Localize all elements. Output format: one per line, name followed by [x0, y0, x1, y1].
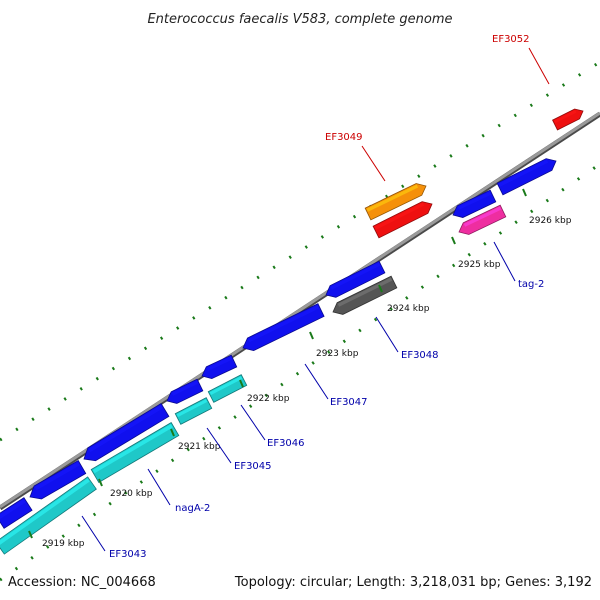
- gene-blue-arrow-a-body: [496, 158, 557, 196]
- scale-tick-mark: [451, 236, 456, 245]
- scale-tick-label: 2924 kbp: [387, 304, 430, 314]
- scale-tick-label: 2919 kbp: [42, 539, 85, 549]
- scale-tick-label: 2923 kbp: [316, 349, 359, 359]
- scale-tick-label: 2920 kbp: [110, 489, 153, 499]
- gene-ef3048-bar-highlight: [337, 277, 393, 307]
- gene-ef3045-arrow-body: [83, 403, 170, 462]
- gene-label-leader: [81, 515, 106, 552]
- scale-tick-mark: [98, 478, 103, 487]
- gene-cyan-bar-a-highlight: [209, 376, 243, 395]
- gene-cyan-bar-b-highlight: [176, 399, 208, 417]
- scale-tick-mark: [170, 428, 175, 437]
- gene-label-leader: [375, 316, 399, 353]
- gene-blue-arrow-c: [325, 260, 386, 298]
- gene-label-leader: [361, 145, 386, 182]
- gene-ef3052-arrow: [552, 108, 584, 131]
- gene-cyan-bar-c: [0, 476, 97, 555]
- gene-blue-arrow-b-highlight: [457, 191, 492, 210]
- gene-red-arrow-body: [372, 201, 433, 239]
- scale-tick-mark: [522, 188, 527, 197]
- scale-tick-label: 2926 kbp: [529, 216, 572, 226]
- scale-tick-mark: [378, 284, 383, 293]
- gene-blue-arrow-b: [452, 189, 497, 218]
- gene-ef3049-arrow: [364, 183, 427, 221]
- scale-tick-label: 2925 kbp: [458, 260, 501, 270]
- gene-ef3049-arrow-body: [364, 183, 427, 221]
- accession-text: Accession: NC_004668: [8, 575, 156, 590]
- gene-red-arrow: [372, 201, 433, 239]
- gene-cyan-bar-c-body: [0, 476, 97, 555]
- gene-blue-arrow-f-body: [29, 459, 87, 500]
- gene-ef3049-arrow-highlight: [366, 184, 419, 212]
- scale-tick-label: 2921 kbp: [178, 442, 221, 452]
- gene-ef3045-arrow: [83, 403, 170, 462]
- gene-blue-arrow-e-highlight: [171, 380, 199, 396]
- gene-blue-arrow-d: [201, 354, 238, 379]
- gene-label-ef3046: EF3046: [267, 438, 305, 449]
- scale-ticks: 2919 kbp 2920 kbp 2921 kbp 2922 kbp 2923 kbp…: [28, 188, 572, 549]
- gene-ef3052-arrow-body: [552, 108, 584, 131]
- gene-blue-arrow-g-highlight: [0, 499, 26, 520]
- gene-red-arrow-highlight: [374, 202, 425, 230]
- gene-blue-arrow-f: [29, 459, 87, 500]
- gene-cyan-bar-a-body: [207, 374, 248, 403]
- gene-label-leader: [240, 404, 266, 441]
- gene-cyan-bar-b-body: [174, 397, 213, 425]
- gene-blue-arrow-g: [0, 497, 33, 529]
- gene-ef3047-arrow-highlight: [248, 305, 320, 343]
- scale-tick-label: 2922 kbp: [247, 394, 290, 404]
- gene-ef3045-arrow-highlight: [88, 405, 163, 453]
- gene-cyan-bar-c-highlight: [0, 478, 90, 546]
- gene-label-ef3045: EF3045: [234, 461, 272, 472]
- gene-label-ef3043: EF3043: [109, 549, 147, 560]
- gene-label-ef3052: EF3052: [492, 34, 530, 45]
- gene-label-ef3049: EF3049: [325, 132, 363, 143]
- gene-ef3052-arrow-highlight: [553, 110, 577, 124]
- gene-cyan-bar-a: [207, 374, 248, 403]
- outer-dotted-ring: [0, 60, 600, 442]
- gene-labels: EF3052 EF3049 tag-2 EF3048 EF3047 EF3046 EF304…: [81, 34, 550, 560]
- gene-blue-arrow-f-highlight: [34, 462, 80, 491]
- gene-label-leader: [528, 47, 550, 85]
- gene-label-tag-2: tag-2: [518, 279, 544, 290]
- gene-blue-arrow-c-highlight: [330, 262, 381, 290]
- map-title: Enterococcus faecalis V583, complete gen…: [147, 12, 452, 27]
- gene-ef3048-bar: [332, 275, 398, 315]
- gene-blue-arrow-e: [166, 378, 204, 404]
- gene-naga2-bar-body: [90, 421, 180, 484]
- gene-label-ef3048: EF3048: [401, 350, 439, 361]
- gene-label-leader: [493, 241, 516, 282]
- gene-label-leader: [206, 427, 232, 464]
- gene-blue-arrow-d-highlight: [206, 356, 233, 371]
- gene-naga2-bar: [90, 421, 180, 484]
- scale-tick-mark: [28, 530, 33, 539]
- gene-label-naga-2: nagA-2: [175, 503, 210, 514]
- genome-stats-text: Topology: circular; Length: 3,218,031 bp…: [234, 575, 592, 590]
- gene-ef3047-arrow: [242, 303, 325, 352]
- scale-tick-mark: [309, 331, 314, 340]
- inner-dotted-ring: [0, 162, 600, 582]
- genes-layer: [0, 108, 584, 555]
- gene-cyan-bar-b: [174, 397, 213, 425]
- gene-tag2-bar-highlight: [463, 206, 502, 227]
- gene-blue-arrow-g-body: [0, 497, 33, 529]
- gene-tag2-bar: [458, 204, 507, 235]
- scale-tick-mark: [239, 379, 244, 388]
- gene-blue-arrow-a: [496, 158, 557, 196]
- gene-label-ef3047: EF3047: [330, 397, 368, 408]
- gene-naga2-bar-highlight: [92, 424, 173, 474]
- gene-blue-arrow-a-highlight: [498, 159, 549, 187]
- gene-label-leader: [147, 468, 171, 506]
- gene-label-leader: [304, 363, 329, 400]
